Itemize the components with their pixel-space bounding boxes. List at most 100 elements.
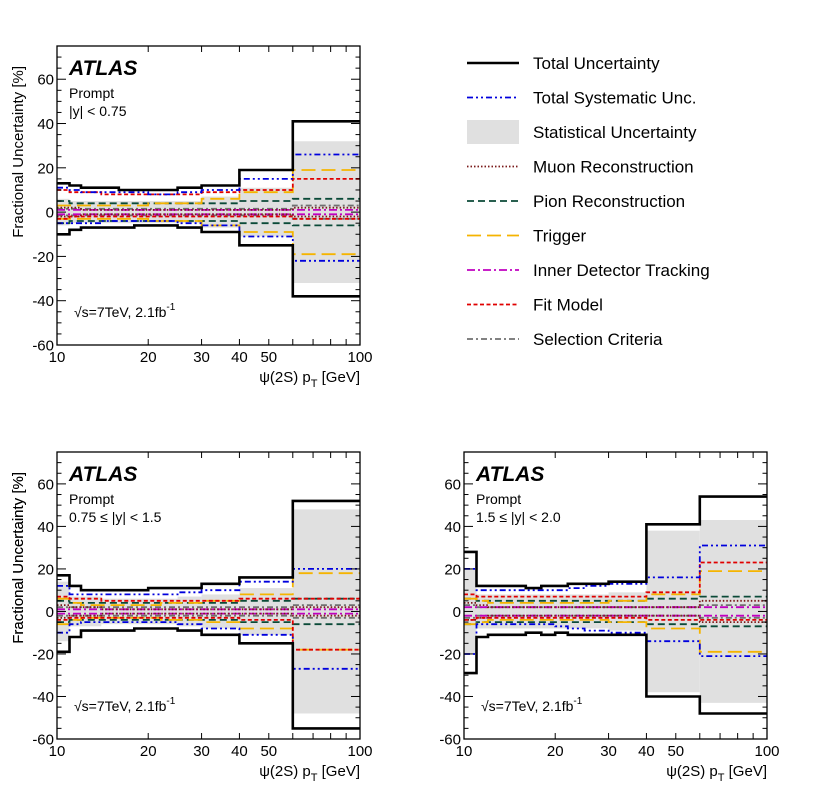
stat-band-bin-11: [292, 509, 360, 714]
trigger-upper-line: [464, 570, 767, 604]
x-tick-label: 100: [347, 349, 372, 366]
energy-lumi-label: √s=7TeV, 2.1fb-1: [74, 696, 176, 714]
x-tick-label: 50: [260, 743, 277, 760]
total-systematic-unc-upper-line: [57, 568, 360, 596]
stat-band-bin-8: [584, 594, 609, 629]
stat-band-bin-6: [555, 594, 568, 629]
legend-label-fit-model: Fit Model: [533, 296, 603, 315]
legend-label-pion-reconstruction: Pion Reconstruction: [533, 192, 685, 211]
stat-band-bin-9: [201, 594, 240, 629]
selection-criteria-lower-line: [57, 214, 360, 220]
plot-frame: [463, 451, 768, 740]
stat-band-bin-8: [177, 596, 202, 627]
fit-model-upper-line: [57, 595, 360, 602]
selection-criteria-lower-line: [57, 614, 360, 619]
stat-band-bin-7: [160, 201, 178, 224]
selection-label: Prompt: [69, 491, 114, 507]
y-tick-label: 0: [453, 604, 461, 621]
x-tick-label: 50: [667, 743, 684, 760]
legend-label-muon-reconstruction: Muon Reconstruction: [533, 158, 694, 177]
fit-model-lower-line: [57, 215, 360, 220]
y-tick-label: 40: [37, 116, 54, 133]
fit-model-lower-line: [464, 616, 767, 621]
plot-frame: [56, 451, 361, 740]
stat-band-bin-4: [118, 201, 135, 224]
total-systematic-unc-upper-line: [57, 153, 360, 196]
x-tick-label: 20: [140, 743, 157, 760]
panel-middle: -60 -40 -20 0 20 40 60 10 20 30 40 50 100 ψ(2S) pT [G…: [10, 451, 373, 784]
pion-reconstruction-lower-line: [464, 621, 767, 628]
stat-band-bin-2: [80, 201, 102, 224]
y-tick-label: 0: [46, 604, 54, 621]
x-tick-label: 10: [456, 743, 473, 760]
x-tick-label: 20: [140, 349, 157, 366]
legend-label-trigger: Trigger: [533, 227, 587, 246]
legend-label-total-uncertainty: Total Uncertainty: [533, 54, 660, 73]
fit-model-lower-line: [57, 616, 360, 651]
stat-band-bin-7: [567, 594, 585, 629]
muon-reconstruction-upper-line: [464, 599, 767, 609]
y-tick-label: 60: [37, 72, 54, 89]
total-uncertainty-lower-line: [57, 627, 360, 730]
stat-band-bin-11: [292, 141, 360, 283]
x-tick-label: 100: [347, 743, 372, 760]
pion-reconstruction-upper-line: [57, 197, 360, 205]
total-uncertainty-upper-line: [57, 499, 360, 592]
energy-lumi-label: √s=7TeV, 2.1fb-1: [74, 302, 176, 320]
selection-label: Prompt: [69, 85, 114, 101]
y-tick-label: -20: [439, 646, 461, 663]
stat-band-bin-8: [177, 201, 202, 224]
pion-reconstruction-upper-line: [464, 595, 767, 602]
total-uncertainty-lower-line: [57, 224, 360, 298]
y-tick-label: 40: [444, 519, 461, 536]
x-tick-label: 30: [193, 743, 210, 760]
legend-label-total-systematic-unc: Total Systematic Unc.: [533, 89, 696, 108]
total-uncertainty-upper-line: [464, 495, 767, 590]
plot-area: [464, 495, 767, 715]
energy-lumi-label: √s=7TeV, 2.1fb-1: [481, 696, 583, 714]
y-tick-label: -20: [32, 646, 54, 663]
trigger-upper-line: [57, 169, 360, 207]
x-tick-label: 40: [638, 743, 655, 760]
y-tick-label: -60: [439, 732, 461, 749]
plot-frame: [56, 45, 361, 346]
stat-band-bin-10: [646, 530, 700, 693]
panel-central: -60 -40 -20 0 20 40 60 10 20 30 40 50 100 ψ(2S) pT [G…: [10, 45, 373, 390]
y-tick-label: -40: [439, 689, 461, 706]
y-tick-label: -20: [32, 249, 54, 266]
total-systematic-unc-lower-line: [464, 623, 767, 657]
y-tick-label: 20: [37, 160, 54, 177]
stat-band-bin-2: [80, 596, 102, 627]
x-tick-label: 40: [231, 349, 248, 366]
x-tick-label: 40: [231, 743, 248, 760]
x-tick-label: 100: [754, 743, 779, 760]
x-tick-label: 30: [600, 743, 617, 760]
stat-band-bin-11: [699, 520, 767, 703]
stat-band-bin-1: [69, 201, 81, 224]
legend-label-inner-detector-tracking: Inner Detector Tracking: [533, 261, 710, 280]
stat-band-bin-9: [608, 592, 647, 631]
selection-criteria-upper-line: [57, 204, 360, 210]
x-tick-label: 30: [193, 349, 210, 366]
y-tick-label: -40: [32, 689, 54, 706]
plot-area: [57, 120, 360, 298]
muon-reconstruction-lower-line: [464, 614, 767, 623]
plot-area: [57, 499, 360, 730]
muon-reconstruction-upper-line: [57, 206, 360, 211]
y-axis-label: Fractional Uncertainty [%]: [10, 472, 27, 644]
rapidity-label: 0.75 ≤ |y| < 1.5: [69, 509, 162, 525]
stat-band-bin-5: [134, 201, 149, 224]
legend-label-statistical-uncertainty: Statistical Uncertainty: [533, 123, 697, 142]
y-tick-label: 0: [46, 205, 54, 222]
muon-reconstruction-upper-line: [57, 604, 360, 611]
rapidity-label: |y| < 0.75: [69, 103, 127, 119]
stat-band-bin-9: [201, 196, 240, 228]
legend-label-selection-criteria: Selection Criteria: [533, 330, 663, 349]
y-tick-label: 20: [444, 561, 461, 578]
trigger-upper-line: [57, 572, 360, 606]
trigger-lower-line: [464, 619, 767, 653]
legend-swatch-statistical-uncertainty: [467, 120, 519, 144]
y-tick-label: -60: [32, 338, 54, 355]
